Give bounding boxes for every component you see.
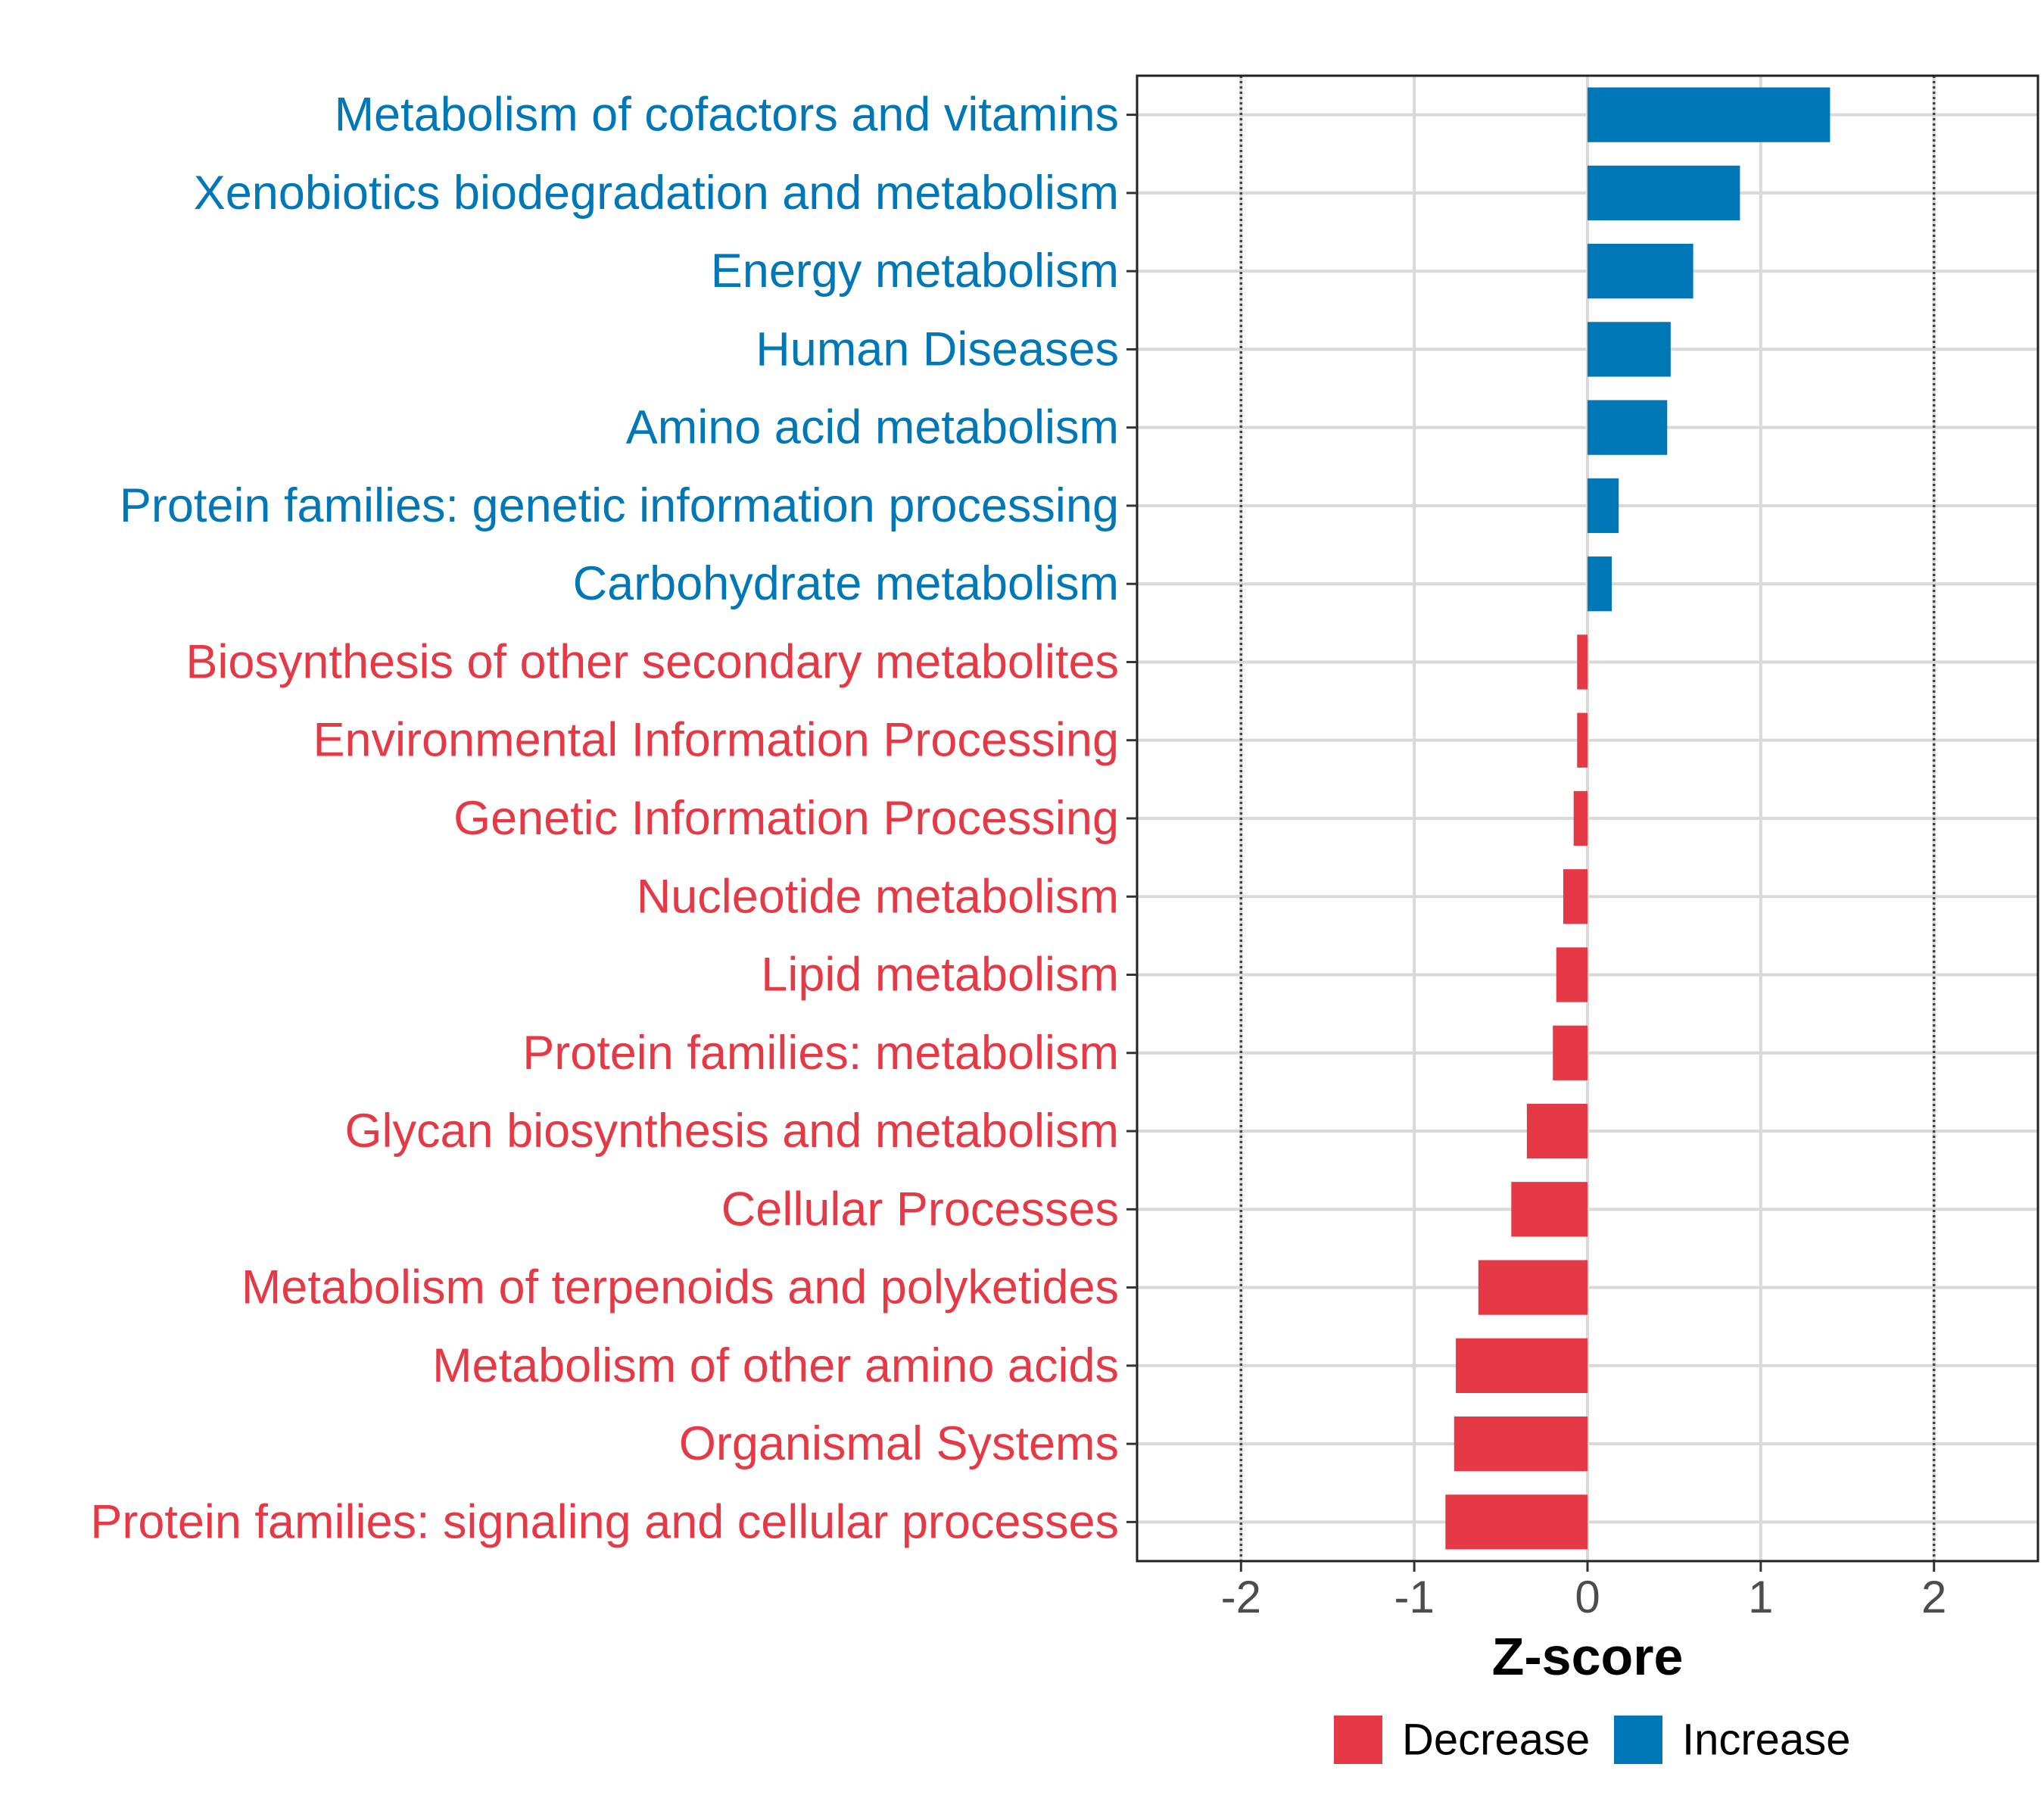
legend-label: Decrease xyxy=(1402,1716,1590,1765)
bar xyxy=(1445,1494,1588,1550)
category-label: Biosynthesis of other secondary metaboli… xyxy=(185,635,1119,688)
bar xyxy=(1563,869,1588,924)
x-tick-label: 1 xyxy=(1748,1572,1773,1622)
category-label: Xenobiotics biodegradation and metabolis… xyxy=(194,167,1119,220)
y-axis-ticks xyxy=(1126,114,1137,1523)
category-label: Nucleotide metabolism xyxy=(637,870,1119,923)
reference-lines xyxy=(1239,76,1936,1561)
category-label: Genetic Information Processing xyxy=(453,792,1119,845)
bar xyxy=(1511,1182,1588,1237)
bar xyxy=(1454,1416,1588,1472)
bar xyxy=(1478,1260,1588,1315)
x-axis-title: Z-score xyxy=(1492,1627,1684,1686)
legend: Decrease Increase xyxy=(1334,1716,1850,1765)
bars xyxy=(1445,87,1831,1550)
category-label: Lipid metabolism xyxy=(761,949,1119,1002)
category-label: Metabolism of other amino acids xyxy=(432,1339,1119,1392)
bar xyxy=(1573,790,1588,846)
bar xyxy=(1588,478,1619,534)
category-label: Organismal Systems xyxy=(679,1417,1119,1470)
x-tick-label: -2 xyxy=(1221,1572,1261,1622)
y-axis-labels: Metabolism of cofactors and vitamins Xeno… xyxy=(90,89,1119,1549)
category-label: Metabolism of cofactors and vitamins xyxy=(335,89,1119,142)
bar xyxy=(1588,87,1831,142)
x-axis-ticks: -2 -1 0 1 2 xyxy=(1221,1561,1946,1622)
bar xyxy=(1577,634,1588,690)
legend-key-increase xyxy=(1614,1716,1662,1764)
bar xyxy=(1577,712,1588,768)
bar xyxy=(1556,947,1588,1002)
bar xyxy=(1588,244,1693,299)
category-label: Glycan biosynthesis and metabolism xyxy=(345,1105,1120,1158)
category-label: Energy metabolism xyxy=(711,245,1119,298)
bar xyxy=(1588,556,1612,612)
bar xyxy=(1553,1025,1588,1080)
x-tick-label: 2 xyxy=(1921,1572,1946,1622)
category-label: Cellular Processes xyxy=(721,1183,1119,1236)
category-label: Protein families: signaling and cellular… xyxy=(90,1495,1119,1548)
x-tick-label: 0 xyxy=(1575,1572,1600,1622)
bar xyxy=(1456,1338,1588,1393)
legend-key-decrease xyxy=(1334,1716,1382,1764)
category-label: Human Diseases xyxy=(756,323,1119,376)
category-label: Amino acid metabolism xyxy=(626,401,1119,454)
category-label: Metabolism of terpenoids and polyketides xyxy=(241,1261,1119,1314)
bar xyxy=(1588,322,1671,377)
category-label: Protein families: genetic information pr… xyxy=(120,479,1119,532)
x-tick-label: -1 xyxy=(1394,1572,1434,1622)
category-label: Protein families: metabolism xyxy=(522,1027,1119,1080)
bar xyxy=(1526,1103,1588,1159)
category-label: Environmental Information Processing xyxy=(313,714,1119,767)
legend-label: Increase xyxy=(1682,1716,1850,1765)
category-label: Carbohydrate metabolism xyxy=(573,557,1119,610)
bar xyxy=(1588,400,1668,455)
bar xyxy=(1588,165,1740,221)
